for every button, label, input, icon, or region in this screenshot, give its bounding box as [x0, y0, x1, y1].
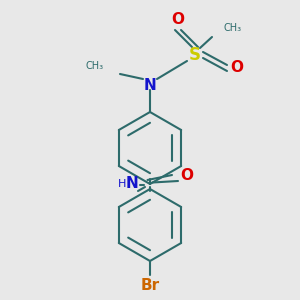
Text: O: O: [230, 61, 244, 76]
Text: N: N: [144, 77, 156, 92]
Text: CH₃: CH₃: [224, 23, 242, 33]
Text: H: H: [118, 179, 126, 189]
Text: Br: Br: [140, 278, 160, 292]
Text: N: N: [126, 176, 138, 191]
Text: CH₃: CH₃: [86, 61, 104, 71]
Text: O: O: [181, 169, 194, 184]
Text: S: S: [189, 46, 201, 64]
Text: O: O: [172, 13, 184, 28]
